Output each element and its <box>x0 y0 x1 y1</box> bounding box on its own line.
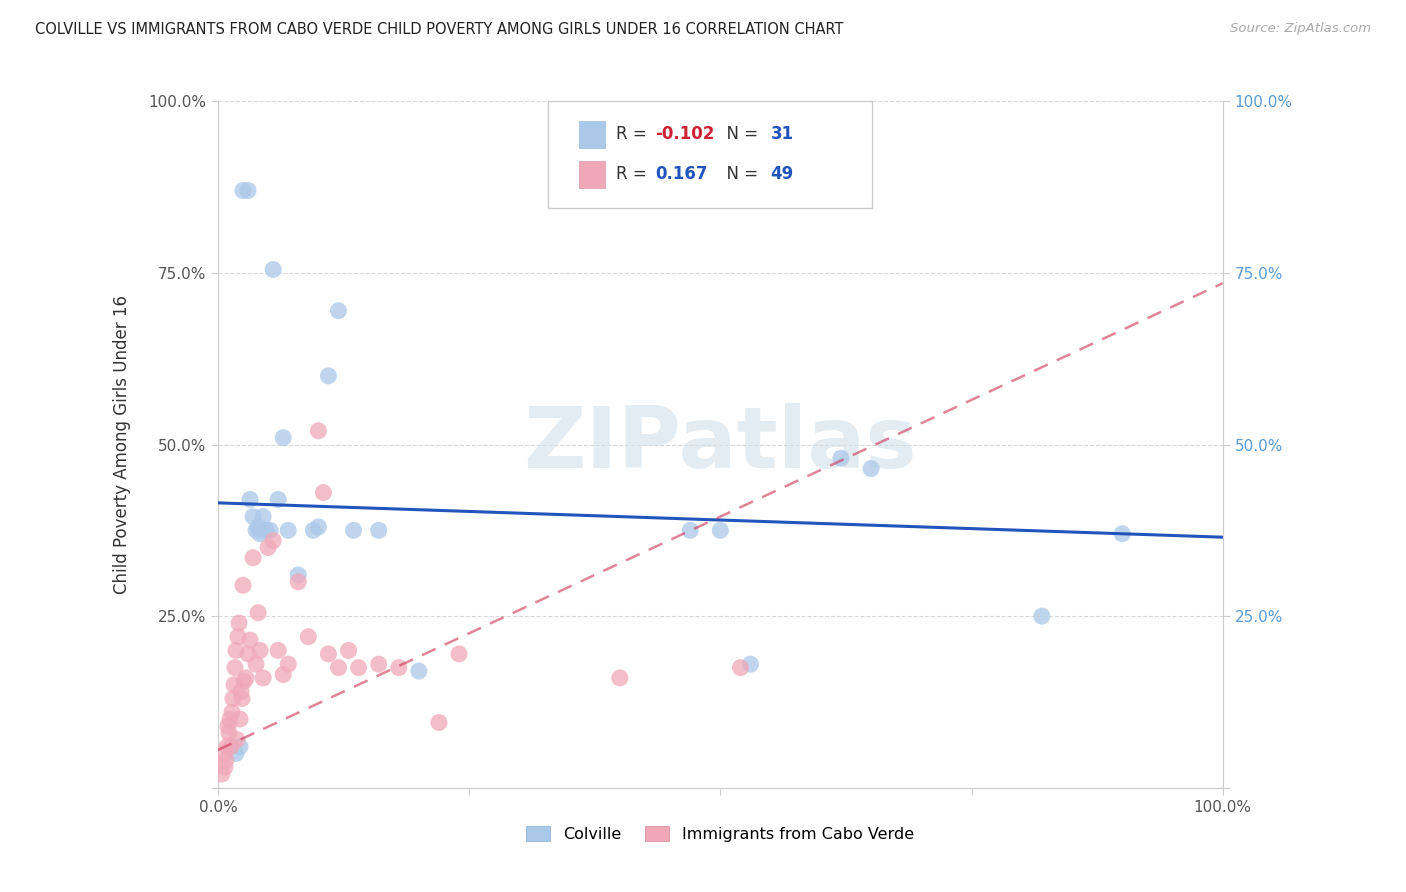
Point <box>337 643 360 657</box>
Text: -0.102: -0.102 <box>655 125 714 144</box>
Point <box>222 678 245 692</box>
Point <box>249 643 271 657</box>
Point <box>449 647 471 661</box>
Point <box>860 461 883 475</box>
Point <box>219 712 242 726</box>
Point <box>226 630 249 644</box>
Point <box>740 657 762 672</box>
Text: 0.167: 0.167 <box>655 165 707 184</box>
Point <box>236 184 259 198</box>
Point <box>212 747 235 761</box>
Point <box>388 660 411 674</box>
Text: 31: 31 <box>770 125 793 144</box>
Point <box>215 739 238 754</box>
Point <box>233 674 256 689</box>
Point <box>236 647 259 661</box>
Point <box>730 660 752 674</box>
Text: R =: R = <box>616 165 652 184</box>
Point <box>302 524 325 538</box>
Point <box>224 660 246 674</box>
Point <box>252 671 274 685</box>
Point <box>249 526 271 541</box>
Point <box>267 643 290 657</box>
Point <box>347 660 370 674</box>
Point <box>229 712 252 726</box>
Text: 49: 49 <box>770 165 794 184</box>
Point <box>239 492 262 507</box>
Point <box>222 691 245 706</box>
Point <box>232 578 254 592</box>
Point <box>219 739 242 754</box>
Point <box>312 485 335 500</box>
Point <box>262 262 284 277</box>
Point <box>226 732 249 747</box>
Point <box>318 368 340 383</box>
Point <box>242 509 264 524</box>
Point <box>252 509 274 524</box>
Point <box>830 451 852 466</box>
Point <box>367 657 389 672</box>
Point <box>257 541 280 555</box>
Point <box>262 533 284 548</box>
Point <box>211 767 233 781</box>
Point <box>267 492 290 507</box>
Point <box>287 568 309 582</box>
Point <box>221 705 243 719</box>
Point <box>318 647 340 661</box>
Point <box>271 431 294 445</box>
Point <box>408 664 430 678</box>
Point <box>247 520 270 534</box>
Text: ZIPatlas: ZIPatlas <box>523 403 917 486</box>
Text: Source: ZipAtlas.com: Source: ZipAtlas.com <box>1230 22 1371 36</box>
Point <box>679 524 702 538</box>
Point <box>307 424 329 438</box>
Point <box>225 643 247 657</box>
Point <box>239 633 262 648</box>
Point <box>328 303 350 318</box>
Point <box>225 747 247 761</box>
Point <box>217 719 239 733</box>
Point <box>231 691 253 706</box>
Point <box>277 524 299 538</box>
Text: R =: R = <box>616 125 652 144</box>
Point <box>609 671 631 685</box>
Text: N =: N = <box>716 165 763 184</box>
Point <box>228 615 250 630</box>
Point <box>307 520 329 534</box>
Point <box>245 524 267 538</box>
Point <box>254 524 277 538</box>
Point <box>709 524 731 538</box>
Point <box>229 684 252 698</box>
Point <box>271 667 294 681</box>
Point <box>1031 609 1053 624</box>
Point <box>215 753 238 767</box>
Point <box>342 524 364 538</box>
Point <box>229 739 252 754</box>
Point <box>277 657 299 672</box>
Text: COLVILLE VS IMMIGRANTS FROM CABO VERDE CHILD POVERTY AMONG GIRLS UNDER 16 CORREL: COLVILLE VS IMMIGRANTS FROM CABO VERDE C… <box>35 22 844 37</box>
Point <box>247 606 270 620</box>
Point <box>235 671 257 685</box>
Point <box>1111 526 1133 541</box>
Point <box>259 524 281 538</box>
Legend: Colville, Immigrants from Cabo Verde: Colville, Immigrants from Cabo Verde <box>520 820 921 848</box>
Point <box>232 184 254 198</box>
Text: N =: N = <box>716 125 763 144</box>
Point <box>245 657 267 672</box>
Y-axis label: Child Poverty Among Girls Under 16: Child Poverty Among Girls Under 16 <box>114 295 131 594</box>
Point <box>367 524 389 538</box>
Point <box>214 760 236 774</box>
Point <box>328 660 350 674</box>
Point <box>242 550 264 565</box>
Point <box>297 630 319 644</box>
Point <box>218 726 240 740</box>
Point <box>427 715 450 730</box>
Point <box>287 574 309 589</box>
